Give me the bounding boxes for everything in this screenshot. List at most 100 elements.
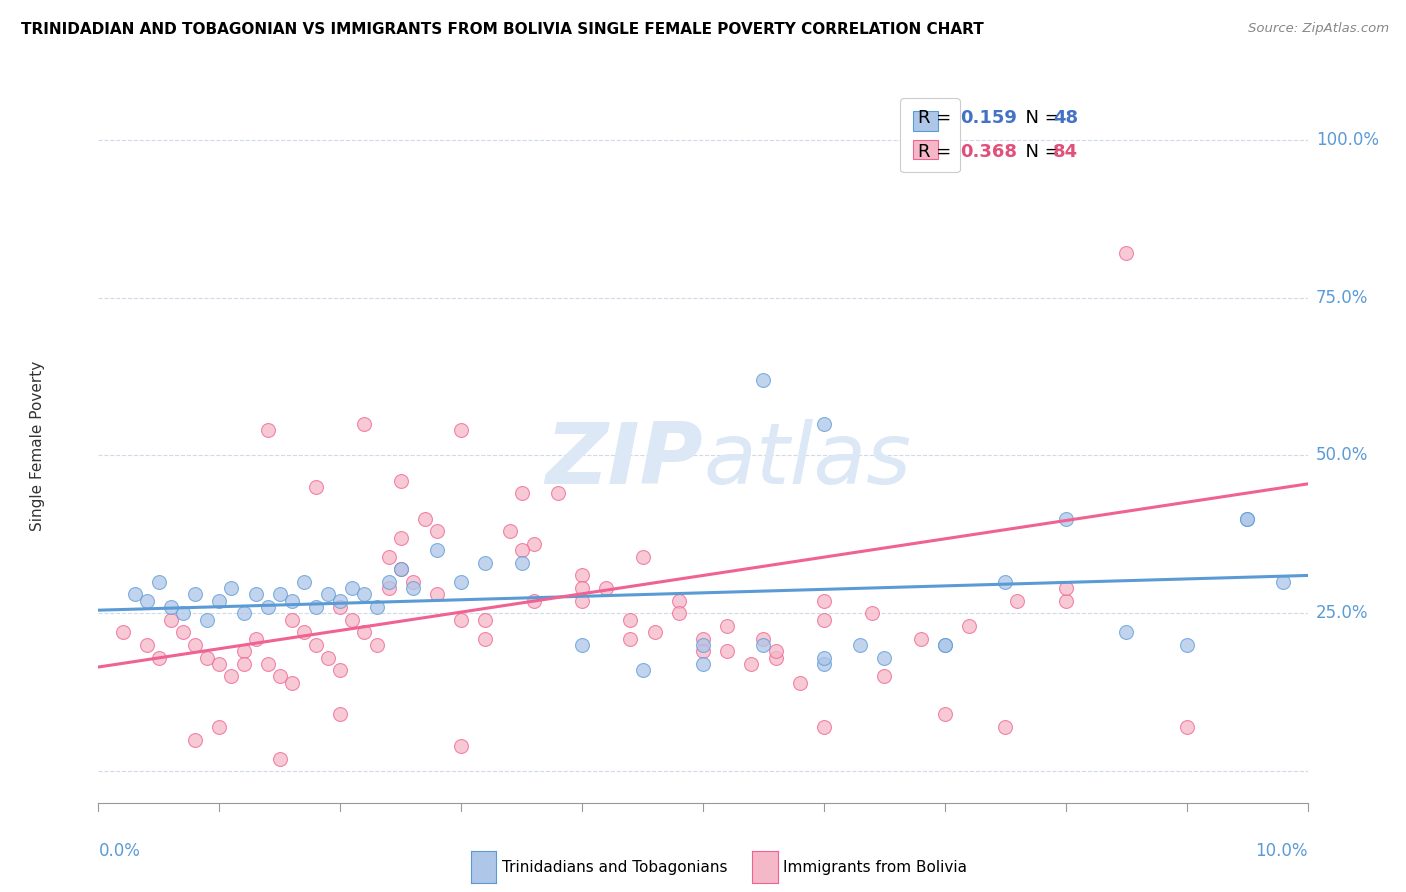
Point bbox=[450, 423, 472, 437]
Point bbox=[716, 619, 738, 633]
Point bbox=[172, 607, 194, 621]
Point bbox=[1236, 511, 1258, 525]
Point bbox=[571, 581, 593, 595]
Point bbox=[353, 625, 375, 640]
Point bbox=[692, 632, 714, 646]
Point bbox=[1175, 720, 1198, 734]
Point bbox=[752, 638, 775, 652]
Point bbox=[269, 669, 291, 683]
Point bbox=[860, 607, 883, 621]
Point bbox=[160, 600, 183, 615]
Legend: , : , bbox=[900, 98, 960, 172]
Point bbox=[316, 587, 339, 601]
Point bbox=[353, 417, 375, 431]
Point bbox=[195, 650, 218, 665]
Text: N =: N = bbox=[1014, 144, 1066, 161]
Point bbox=[256, 657, 278, 671]
Point bbox=[269, 587, 291, 601]
Point bbox=[221, 581, 243, 595]
Point bbox=[135, 593, 157, 607]
Point bbox=[172, 625, 194, 640]
Point bbox=[547, 486, 569, 500]
Point bbox=[692, 657, 714, 671]
Point bbox=[148, 574, 170, 589]
Point bbox=[752, 373, 775, 387]
Point bbox=[631, 549, 654, 564]
Point bbox=[957, 619, 980, 633]
Text: N =: N = bbox=[1014, 109, 1066, 128]
Point bbox=[813, 593, 835, 607]
Point bbox=[329, 707, 352, 722]
Point bbox=[692, 644, 714, 658]
Point bbox=[184, 638, 207, 652]
Point bbox=[305, 638, 328, 652]
Point bbox=[366, 600, 388, 615]
Point bbox=[232, 607, 254, 621]
Point bbox=[450, 613, 472, 627]
Point bbox=[426, 543, 449, 558]
Point bbox=[813, 417, 835, 431]
Text: Trinidadians and Tobagonians: Trinidadians and Tobagonians bbox=[502, 860, 727, 874]
Point bbox=[281, 593, 304, 607]
Text: atlas: atlas bbox=[703, 418, 911, 502]
Point bbox=[571, 593, 593, 607]
Point bbox=[316, 650, 339, 665]
Point bbox=[789, 675, 811, 690]
Point bbox=[474, 632, 496, 646]
Point bbox=[292, 574, 315, 589]
Point bbox=[232, 657, 254, 671]
Text: 0.368: 0.368 bbox=[960, 144, 1018, 161]
Text: 100.0%: 100.0% bbox=[1316, 131, 1379, 149]
Point bbox=[934, 638, 956, 652]
Point bbox=[498, 524, 520, 539]
Point bbox=[813, 657, 835, 671]
Point bbox=[510, 543, 533, 558]
Point bbox=[595, 581, 617, 595]
Point bbox=[619, 613, 641, 627]
Text: Source: ZipAtlas.com: Source: ZipAtlas.com bbox=[1249, 22, 1389, 36]
Text: R =: R = bbox=[918, 144, 957, 161]
Point bbox=[342, 613, 364, 627]
Point bbox=[1054, 511, 1077, 525]
Point bbox=[389, 562, 412, 576]
Point bbox=[208, 657, 231, 671]
Point bbox=[1236, 511, 1258, 525]
Point bbox=[668, 607, 690, 621]
Point bbox=[184, 587, 207, 601]
Point bbox=[692, 638, 714, 652]
Text: 75.0%: 75.0% bbox=[1316, 289, 1368, 307]
Text: 25.0%: 25.0% bbox=[1316, 605, 1368, 623]
Point bbox=[619, 632, 641, 646]
Point bbox=[402, 581, 425, 595]
Text: Single Female Poverty: Single Female Poverty bbox=[31, 361, 45, 531]
Point bbox=[329, 593, 352, 607]
Point bbox=[135, 638, 157, 652]
Text: TRINIDADIAN AND TOBAGONIAN VS IMMIGRANTS FROM BOLIVIA SINGLE FEMALE POVERTY CORR: TRINIDADIAN AND TOBAGONIAN VS IMMIGRANTS… bbox=[21, 22, 984, 37]
Point bbox=[523, 537, 546, 551]
Point bbox=[813, 720, 835, 734]
Point bbox=[111, 625, 134, 640]
Point bbox=[232, 644, 254, 658]
Point bbox=[245, 632, 267, 646]
Point bbox=[813, 650, 835, 665]
Point bbox=[208, 720, 231, 734]
Point bbox=[366, 638, 388, 652]
Point bbox=[571, 638, 593, 652]
Point bbox=[1007, 593, 1029, 607]
Point bbox=[571, 568, 593, 582]
Point bbox=[305, 600, 328, 615]
Point bbox=[813, 613, 835, 627]
Point bbox=[1115, 625, 1137, 640]
Point bbox=[765, 650, 787, 665]
Point bbox=[256, 600, 278, 615]
Point bbox=[208, 593, 231, 607]
Point bbox=[281, 675, 304, 690]
Point bbox=[752, 632, 775, 646]
Point bbox=[269, 751, 291, 765]
Point bbox=[510, 556, 533, 570]
Point bbox=[510, 486, 533, 500]
Point bbox=[353, 587, 375, 601]
Point bbox=[474, 556, 496, 570]
Text: 84: 84 bbox=[1053, 144, 1078, 161]
Point bbox=[160, 613, 183, 627]
